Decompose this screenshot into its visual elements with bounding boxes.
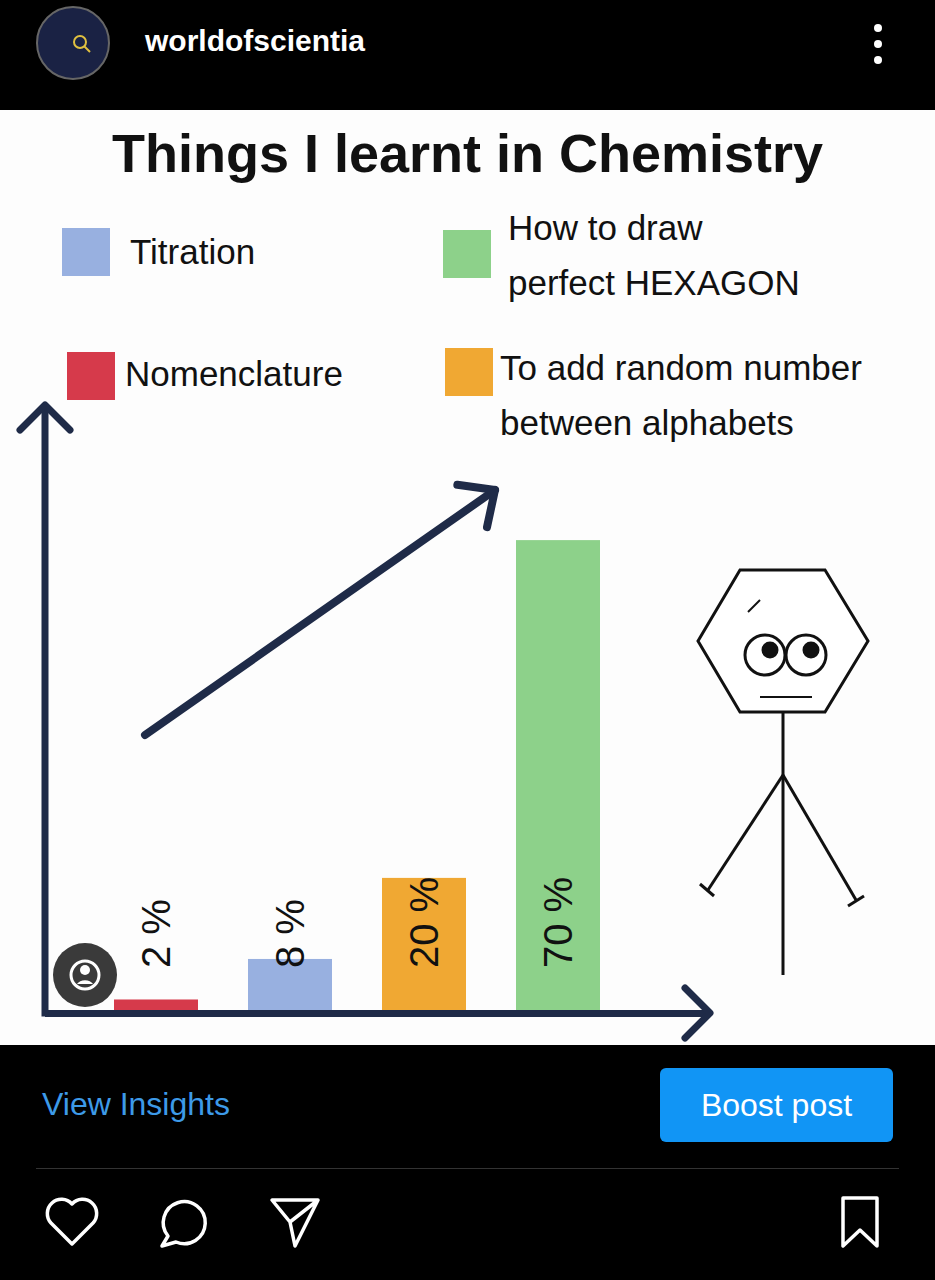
html-text:How to draw perfect HEXAGON: How to draw perfect HEXAGON: [508, 208, 800, 302]
html-text:Boost post: Boost post: [700, 1087, 853, 1123]
svg-text:70 %: 70 %: [536, 877, 580, 968]
svg-text:20 %: 20 %: [402, 877, 446, 968]
svg-text:2 %: 2 %: [134, 899, 178, 968]
html-text:Nomenclature: Nomenclature: [125, 354, 343, 393]
html-text:Things I learnt in Chemistry: Things I learnt in Chemistry: [111, 123, 824, 183]
html-text:worldofscientia: worldofscientia: [145, 24, 365, 57]
html-text:View Insights: View Insights: [42, 1086, 230, 1122]
html-text:Titration: Titration: [130, 232, 256, 271]
svg-text:8 %: 8 %: [268, 899, 312, 968]
html-text:To add random number between a: To add random number between alphabets: [500, 348, 862, 442]
